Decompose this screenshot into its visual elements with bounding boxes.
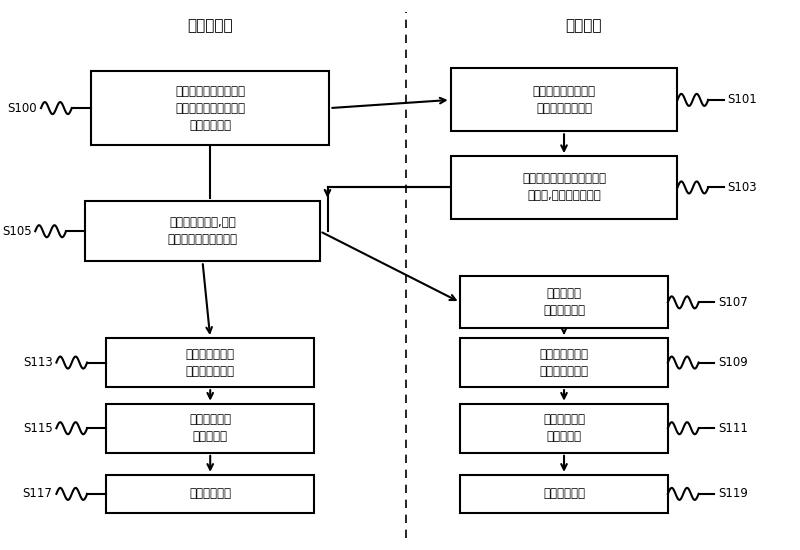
Text: 进行一运算程序
以产生动态金钥: 进行一运算程序 以产生动态金钥 [186, 348, 234, 377]
Text: S101: S101 [727, 94, 758, 106]
Text: S100: S100 [7, 102, 37, 114]
Text: 转换为无线网
络加密机制: 转换为无线网 络加密机制 [190, 413, 231, 443]
Text: 进行一运算程序
以产生动态金钥: 进行一运算程序 以产生动态金钥 [539, 348, 589, 377]
Text: S109: S109 [718, 356, 748, 369]
Text: S107: S107 [718, 296, 748, 309]
Text: S111: S111 [718, 422, 748, 435]
FancyBboxPatch shape [91, 71, 330, 145]
Text: 主机系统: 主机系统 [565, 19, 602, 34]
Text: 进行无线连线: 进行无线连线 [543, 487, 585, 500]
FancyBboxPatch shape [106, 338, 314, 387]
FancyBboxPatch shape [106, 404, 314, 453]
Text: 无线基地台: 无线基地台 [187, 19, 233, 34]
FancyBboxPatch shape [86, 201, 320, 261]
Text: 转换为无线网
络加密机制: 转换为无线网 络加密机制 [543, 413, 585, 443]
FancyBboxPatch shape [450, 68, 678, 131]
Text: 进行无线连线: 进行无线连线 [190, 487, 231, 500]
Text: S115: S115 [22, 422, 53, 435]
Text: S113: S113 [22, 356, 53, 369]
FancyBboxPatch shape [460, 276, 668, 328]
Text: 提供一主机系统来执
行一设定连线程序: 提供一主机系统来执 行一设定连线程序 [533, 85, 595, 115]
FancyBboxPatch shape [450, 156, 678, 219]
FancyBboxPatch shape [106, 475, 314, 513]
FancyBboxPatch shape [460, 475, 668, 513]
FancyBboxPatch shape [460, 404, 668, 453]
Text: S119: S119 [718, 487, 748, 500]
Text: S105: S105 [2, 225, 31, 238]
Text: 回复该请求封包,以提
供浮动服务设置识别码: 回复该请求封包,以提 供浮动服务设置识别码 [167, 216, 238, 246]
Text: 提供一预设有浮动服务
设置识别码及共用金钥
的无线基地台: 提供一预设有浮动服务 设置识别码及共用金钥 的无线基地台 [175, 85, 246, 131]
Text: S117: S117 [22, 487, 53, 500]
FancyBboxPatch shape [460, 338, 668, 387]
Text: S103: S103 [727, 181, 757, 194]
Text: 依据一前置名称来扫描无线
基地台,并送出请求封包: 依据一前置名称来扫描无线 基地台,并送出请求封包 [522, 173, 606, 202]
Text: 取得浮动服
务设置识别码: 取得浮动服 务设置识别码 [543, 287, 585, 317]
